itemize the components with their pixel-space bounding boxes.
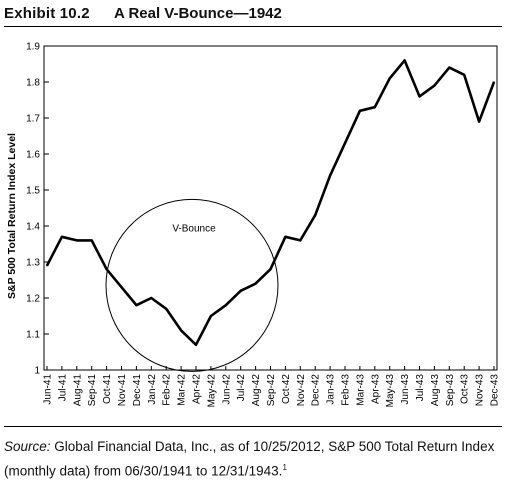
- y-tick-label: 1: [34, 366, 40, 377]
- data-point: [388, 77, 391, 80]
- x-tick-label: Mar-42: [177, 374, 188, 406]
- plot-area-border: [43, 45, 498, 371]
- data-point: [359, 110, 361, 112]
- x-tick-label: Jun-43: [400, 374, 411, 405]
- y-tick-label: 1.1: [26, 330, 40, 341]
- line-chart: S&P 500 Total Return Index Level 1 1.1 1.2…: [6, 42, 501, 408]
- x-tick-label: Mar-43: [355, 374, 366, 406]
- source-note: Source: Global Financial Data, Inc., as …: [4, 436, 504, 482]
- x-tick-label: Dec-42: [311, 374, 322, 407]
- data-point: [61, 236, 63, 238]
- v-bounce-circle: [105, 198, 279, 372]
- x-tick-label: Feb-43: [341, 374, 352, 406]
- data-point: [135, 304, 138, 307]
- data-point: [90, 239, 93, 242]
- x-tick-label: Sep-41: [87, 374, 98, 407]
- data-point: [493, 81, 495, 83]
- source-footnote: 1: [282, 463, 287, 472]
- y-tick-label: 1.3: [26, 258, 40, 269]
- data-point: [46, 264, 48, 267]
- data-point: [463, 74, 466, 76]
- data-point: [120, 286, 123, 288]
- chart-frame: S&P 500 Total Return Index Level 1 1.1 1.2…: [4, 38, 502, 427]
- x-tick-label: Nov-42: [296, 374, 307, 407]
- data-point: [225, 304, 227, 307]
- data-point: [76, 239, 78, 242]
- x-tick-label: Apr-43: [370, 374, 381, 404]
- y-tick-label: 1.2: [26, 294, 40, 305]
- x-tick-label: Aug-42: [251, 374, 262, 407]
- x-tick-label: Jun-41: [43, 374, 54, 405]
- x-tick-label: Apr-42: [192, 374, 203, 404]
- y-tick-label: 1.9: [26, 42, 40, 53]
- exhibit-title: A Real V-Bounce—1942: [114, 5, 282, 22]
- y-tick-label: 1.8: [26, 78, 40, 89]
- exhibit-header: Exhibit 10.2 A Real V-Bounce—1942: [4, 2, 502, 27]
- data-point: [418, 95, 421, 98]
- x-tick-label: Sep-43: [445, 374, 456, 407]
- v-bounce-label: V-Bounce: [172, 223, 216, 234]
- x-tick-label: Dec-43: [490, 374, 501, 407]
- y-axis-ticks: 1 1.1 1.2 1.3 1.4 1.5 1.6 1.7 1.8 1.9: [26, 42, 49, 377]
- data-point: [374, 106, 376, 108]
- x-tick-label: Oct-42: [281, 374, 292, 404]
- x-tick-label: Jul-42: [236, 374, 247, 402]
- x-tick-label: Dec-41: [132, 374, 143, 407]
- y-tick-label: 1.4: [26, 222, 40, 233]
- x-tick-label: Aug-41: [72, 374, 83, 407]
- data-point: [105, 268, 108, 270]
- x-tick-label: Jul-41: [57, 374, 68, 402]
- data-point: [254, 282, 257, 285]
- data-point: [299, 239, 302, 242]
- data-point: [344, 142, 346, 144]
- x-tick-label: Oct-41: [102, 374, 113, 404]
- x-tick-label: Jan-43: [326, 374, 337, 405]
- x-tick-label: May-42: [206, 374, 217, 408]
- series-points: [46, 59, 495, 346]
- data-point: [314, 214, 317, 216]
- series-line: [45, 59, 496, 347]
- data-point: [329, 174, 331, 177]
- x-axis-ticks: Jun-41 Jul-41 Aug-41 Sep-41 Oct-41 Nov-41 Dec-…: [43, 366, 501, 407]
- x-tick-label: Aug-43: [430, 374, 441, 407]
- data-point: [269, 268, 272, 270]
- data-point: [448, 66, 451, 69]
- data-point: [180, 329, 182, 332]
- x-tick-label: Sep-42: [266, 374, 277, 407]
- source-label: Source:: [4, 439, 51, 454]
- x-tick-label: Nov-43: [475, 374, 486, 407]
- y-tick-label: 1.6: [26, 150, 40, 161]
- exhibit-number: Exhibit 10.2: [4, 5, 90, 22]
- y-axis-title-group: S&P 500 Total Return Index Level: [6, 133, 18, 299]
- x-tick-label: May-43: [385, 374, 396, 408]
- data-point: [403, 59, 406, 62]
- data-point: [150, 297, 153, 299]
- x-tick-label: Oct-43: [460, 374, 471, 404]
- y-tick-label: 1.5: [26, 186, 40, 197]
- y-axis-title: S&P 500 Total Return Index Level: [6, 133, 18, 299]
- data-point: [195, 344, 197, 346]
- y-tick-label: 1.7: [26, 114, 40, 125]
- data-point: [478, 120, 480, 123]
- data-point: [433, 84, 436, 87]
- x-tick-label: Nov-41: [117, 374, 128, 407]
- x-tick-label: Feb-42: [162, 374, 173, 406]
- x-tick-label: Jun-42: [221, 374, 232, 405]
- data-point: [239, 290, 242, 292]
- data-point: [165, 308, 167, 310]
- x-tick-label: Jan-42: [147, 374, 158, 405]
- source-text: Global Financial Data, Inc., as of 10/25…: [4, 439, 495, 479]
- x-tick-label: Jul-43: [415, 374, 426, 402]
- data-point: [210, 315, 212, 317]
- data-point: [284, 236, 287, 238]
